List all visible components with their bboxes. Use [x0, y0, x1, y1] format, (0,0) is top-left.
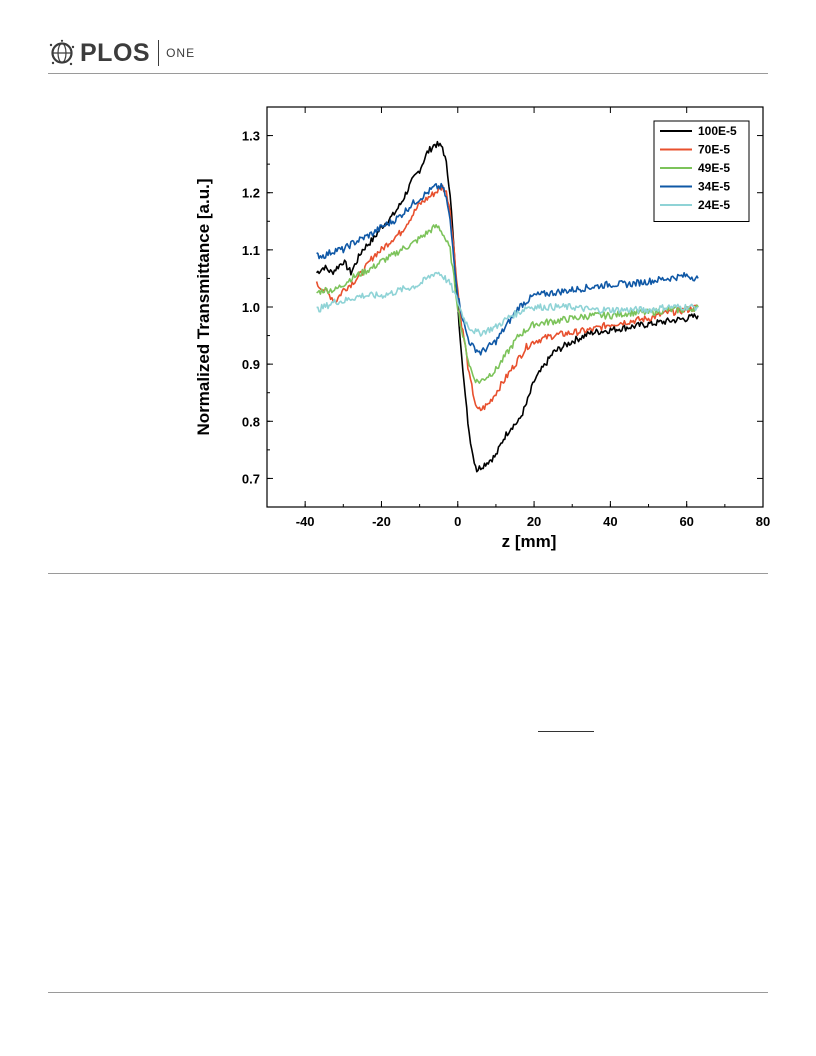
x-tick-label: 60: [679, 514, 693, 529]
figure-bottom-rule: [48, 573, 768, 574]
y-tick-label: 0.7: [242, 471, 260, 486]
y-tick-label: 1.1: [242, 243, 260, 258]
logo-subtitle: ONE: [166, 46, 196, 60]
x-tick-label: 80: [756, 514, 770, 529]
series-line-2: [315, 184, 699, 412]
journal-logo: PLOS ONE: [48, 36, 195, 70]
x-tick-label: 0: [454, 514, 461, 529]
x-tick-label: -40: [296, 514, 315, 529]
journal-header: PLOS ONE: [0, 0, 816, 74]
legend-label-2: 70E-5: [698, 143, 730, 157]
header-rule: [48, 73, 768, 74]
figure-panel: -40 -20 0 20 40 60 80 0.7 0.8 0.9 1.0 1.1 1.2 1.3 z [m…: [185, 96, 770, 558]
x-tick-label: 40: [603, 514, 617, 529]
series-line-3: [316, 224, 699, 384]
y-tick-label: 0.8: [242, 414, 260, 429]
x-axis-label: z [mm]: [502, 532, 557, 551]
legend-label-5: 24E-5: [698, 198, 730, 212]
legend-label-4: 34E-5: [698, 180, 730, 194]
x-tick-label: 20: [527, 514, 541, 529]
logo-divider: [158, 40, 160, 66]
y-tick-label: 0.9: [242, 357, 260, 372]
legend-label-3: 49E-5: [698, 161, 730, 175]
series-line-4: [316, 182, 699, 356]
plos-globe-icon: [49, 39, 75, 66]
x-tick-label: -20: [372, 514, 391, 529]
y-tick-label: 1.2: [242, 186, 260, 201]
y-tick-label: 1.0: [242, 300, 260, 315]
logo-wordmark: PLOS: [80, 38, 151, 67]
series-line-5: [316, 271, 699, 337]
y-axis-label: Normalized Transmittance [a.u.]: [194, 179, 213, 436]
footer-rule: [48, 992, 768, 993]
legend-label-1: 100E-5: [698, 124, 737, 138]
y-tick-label: 1.3: [242, 129, 260, 144]
equation-fraction-bar: [538, 731, 594, 732]
transmittance-chart: -40 -20 0 20 40 60 80 0.7 0.8 0.9 1.0 1.1 1.2 1.3 z [m…: [194, 106, 770, 551]
